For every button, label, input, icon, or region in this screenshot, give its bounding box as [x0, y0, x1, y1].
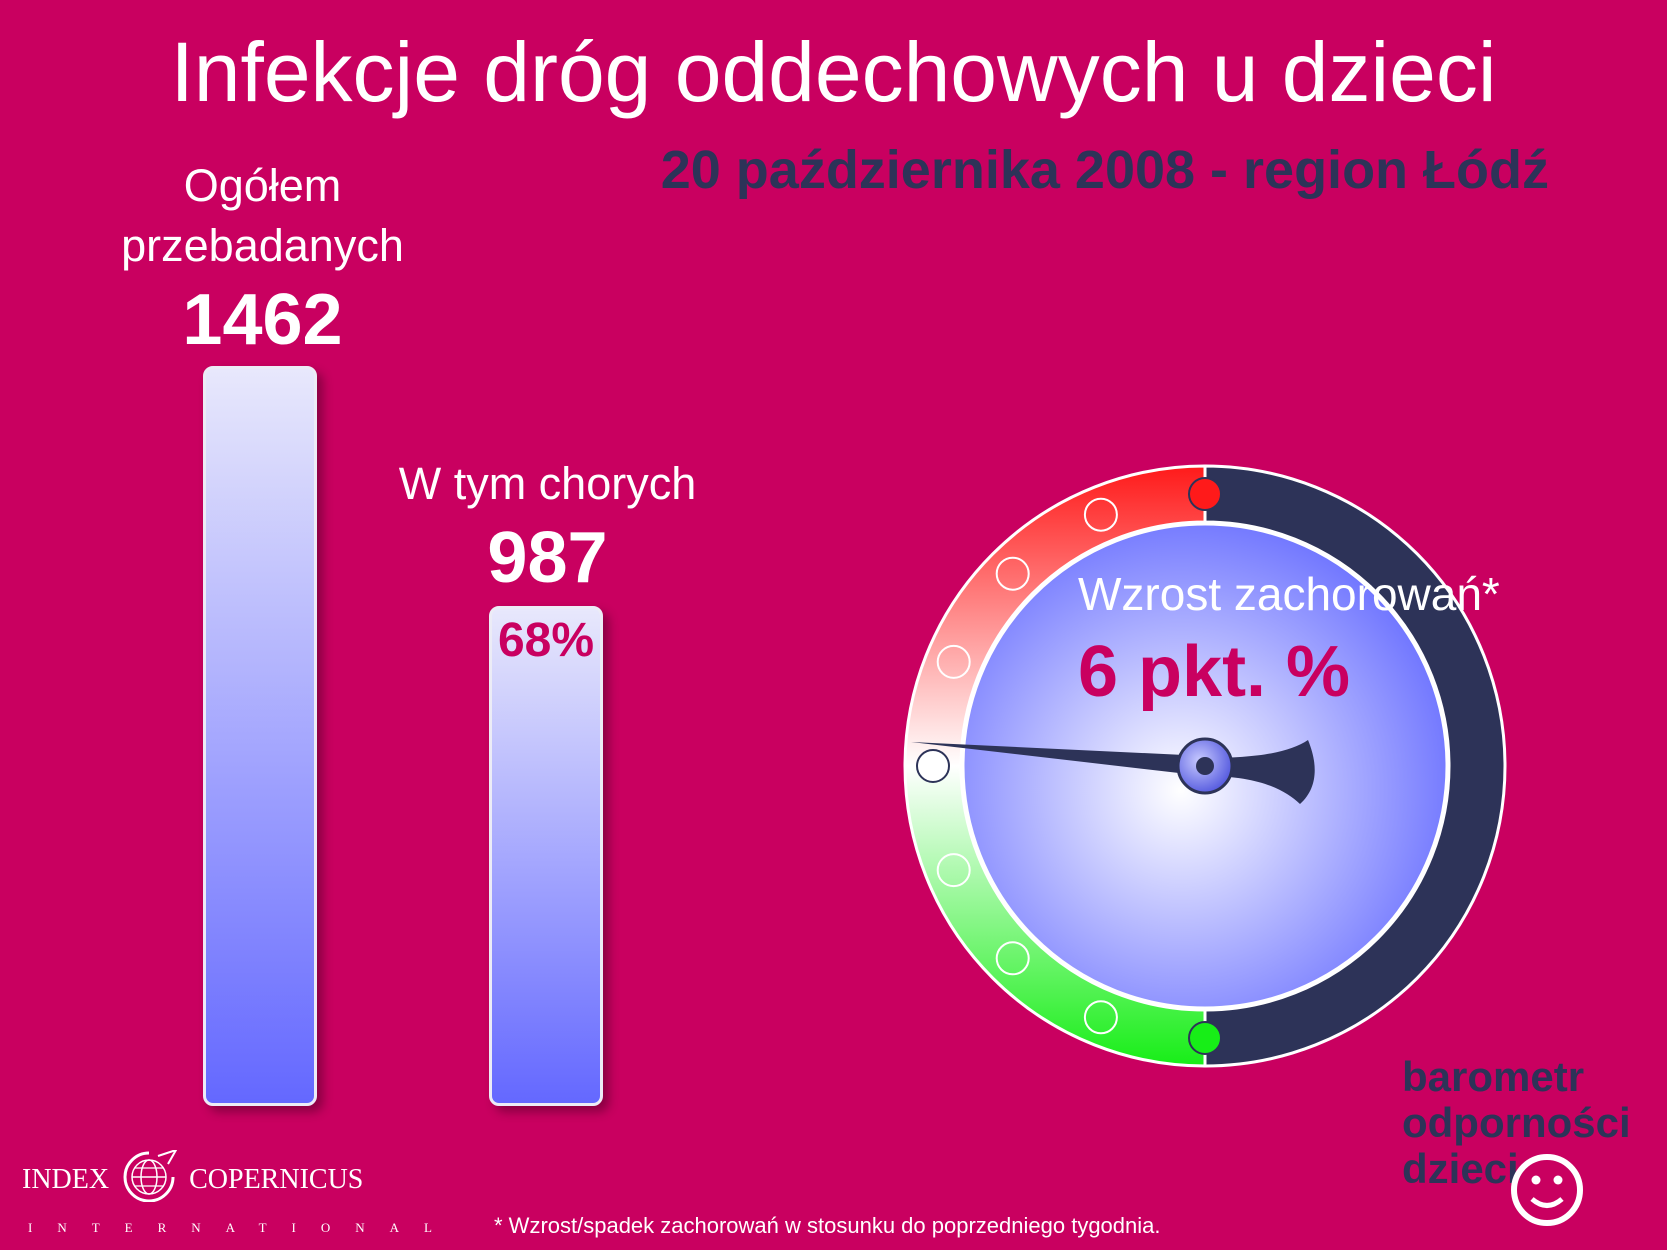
- gauge-value: 6 pkt. %: [1078, 632, 1351, 712]
- bar-1-label: Ogółem przebadanych: [100, 156, 425, 276]
- logo-line-2: INTERNATIONAL: [28, 1220, 457, 1235]
- gauge-tick: [1188, 477, 1222, 511]
- gauge-tick: [1188, 1021, 1222, 1055]
- bar-1-label-line-2: przebadanych: [121, 220, 404, 271]
- footnote: * Wzrost/spadek zachorowań w stosunku do…: [494, 1213, 1161, 1238]
- gauge-tick: [936, 853, 971, 888]
- bar-2-label-line-1: W tym chorych: [398, 458, 697, 509]
- bar-1-label-line-1: Ogółem: [183, 160, 342, 211]
- logo-word-index: INDEX: [22, 1164, 110, 1195]
- page-title: Infekcje dróg oddechowych u dzieci: [170, 25, 1497, 119]
- bar-2-percent: 68%: [497, 614, 595, 667]
- gauge-scale-arc: [903, 464, 1207, 1068]
- gauge-needle-pointer: [911, 742, 1205, 776]
- gauge-needle: [911, 737, 1315, 804]
- brand-line-1: barometr: [1402, 1053, 1585, 1100]
- bar-2-value: 987: [487, 518, 608, 598]
- page-subtitle: 20 października 2008 - region Łódź: [660, 140, 1549, 200]
- bar-1-value: 1462: [182, 280, 343, 360]
- smiley-icon: [1511, 1154, 1583, 1226]
- gauge-tick: [936, 644, 971, 679]
- gauge-tick: [995, 941, 1030, 976]
- logo-word-copernicus: COPERNICUS: [189, 1164, 364, 1195]
- brand-line-3: dzieci: [1402, 1145, 1519, 1192]
- gauge-needle-tail: [1205, 740, 1315, 804]
- gauge-ticks: [916, 477, 1222, 1055]
- brand-line-2: odporności: [1402, 1099, 1631, 1146]
- gauge-rim: [1203, 464, 1507, 1068]
- globe-icon: [123, 1148, 179, 1203]
- gauge: [903, 464, 1507, 1068]
- gauge-tick: [1083, 497, 1118, 532]
- logo-line-1: INDEX COPERNICUS: [22, 1148, 457, 1203]
- gauge-tick: [995, 556, 1030, 591]
- bar-1: [203, 366, 317, 1106]
- gauge-label: Wzrost zachorowań*: [1078, 568, 1500, 620]
- gauge-hub-center: [1196, 757, 1214, 775]
- bar-2-label: W tym chorych: [370, 454, 725, 514]
- bar-2: 68%: [489, 606, 603, 1106]
- gauge-ring: [903, 464, 1507, 1068]
- barometr-logo: barometr odporności dzieci: [1402, 1054, 1631, 1192]
- index-copernicus-logo: INDEX COPERNICUS INTERNATIONAL: [22, 1148, 457, 1236]
- gauge-tick: [916, 749, 950, 783]
- gauge-tick: [1083, 1000, 1118, 1035]
